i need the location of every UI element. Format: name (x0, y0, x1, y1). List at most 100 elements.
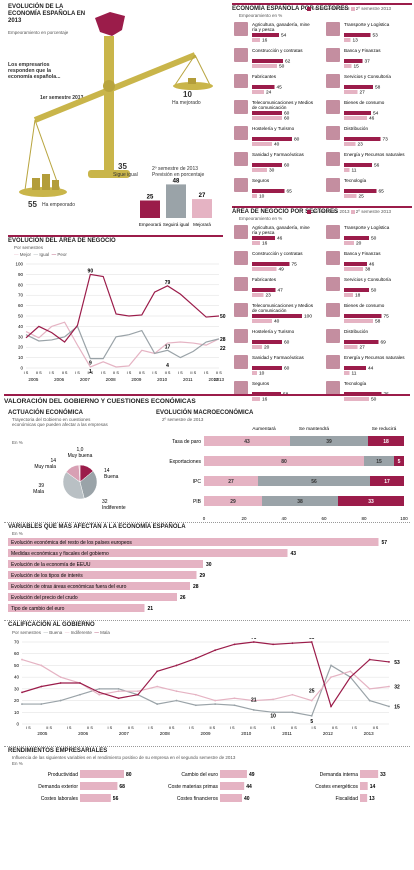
area-rule (8, 235, 223, 237)
sector-bar-1 (252, 33, 279, 37)
sector-icon (326, 381, 340, 395)
sector-bar-1 (252, 262, 290, 266)
macro-tick: 80 (361, 516, 367, 521)
sector-name: Bienes de consumo (344, 303, 385, 308)
gov-line-buena-point (156, 703, 159, 705)
forecast-chart: 25 Empeorará 48 Seguirá igual 27 Mejorará (139, 178, 212, 227)
macro-value: 43 (244, 439, 250, 445)
gov-ytick: 0 (16, 722, 19, 727)
macro-bar (290, 436, 368, 446)
macro-value: 29 (230, 499, 236, 505)
perf-label: Coste materias primas (168, 784, 219, 790)
gov-s: I S (189, 726, 194, 730)
sector-bar-2 (252, 90, 264, 94)
gov-line-mala-point (40, 685, 43, 688)
vars-bar (8, 582, 190, 590)
sector-name-cont: ría y pesca (252, 230, 275, 235)
vars-bar (8, 593, 177, 601)
gov-s: II S (46, 726, 52, 730)
sector-icon (234, 22, 248, 36)
sector-name: Tecnología (344, 381, 367, 386)
macro-value: 18 (383, 439, 389, 445)
area-label: 50 (220, 314, 226, 320)
forecast-label: Mejorará (193, 222, 211, 227)
macro-value: 39 (326, 439, 332, 445)
sector-value-1: 60 (284, 340, 290, 346)
forecast-bar (166, 184, 186, 218)
macro-row-label: Tasa de paro (172, 439, 201, 445)
gov-s: II S (169, 726, 175, 730)
sector-bar-2 (344, 293, 353, 297)
macro-bar (262, 496, 338, 506)
area-ytick: 70 (18, 293, 24, 298)
gov-line-indif-point (175, 690, 178, 693)
sector-bar-2 (344, 194, 357, 198)
area-s1: I S (49, 371, 54, 375)
gov-line-indif-point (272, 698, 275, 701)
area-year: 2005 (28, 377, 39, 382)
sector-name: Hostelería y Turismo (252, 126, 295, 131)
sector-value-1: 60 (284, 163, 290, 169)
gov-line-indif-point (233, 697, 236, 700)
gov-rule (4, 620, 410, 621)
gov-year: 2005 (37, 731, 48, 736)
sector-name: Sanidad y Farmacéuticas (252, 152, 305, 157)
perf-value: 40 (244, 796, 250, 802)
sector-name: Energía y Recursos naturales (344, 355, 405, 360)
perf-label: Demanda exterior (38, 784, 78, 790)
vars-label: Medidas económicas y fiscales del gobier… (11, 551, 109, 557)
sector-bar-1 (344, 366, 366, 370)
sector-icon (234, 381, 248, 395)
area-year: 2008 (106, 377, 117, 382)
area-s2: II S (87, 371, 93, 375)
sector-value-1: 50 (371, 288, 377, 294)
scale-beam (33, 52, 197, 123)
gov-line-indif-point (214, 699, 217, 702)
area-year: 2011 (183, 377, 193, 382)
gov-line-indif-point (349, 670, 352, 673)
sector-name: Fabricantes (252, 74, 277, 79)
macro-row-label: PIB (193, 499, 202, 505)
gov-label: 69 (309, 638, 315, 641)
sector-name: Banca y Finanzas (344, 251, 381, 256)
gov-year: 2013 (364, 731, 375, 736)
area-ytick: 80 (18, 282, 24, 287)
sector-icon (326, 22, 340, 36)
pie-label: Indiferente (102, 505, 126, 511)
sector-name-cont: de comunicación (252, 308, 287, 313)
gov-ytick: 70 (14, 640, 20, 645)
sector-value-2: 16 (262, 38, 268, 44)
gov-line-mala-point (136, 693, 139, 696)
sector-value-1: 54 (373, 111, 379, 117)
vars-value: 57 (382, 540, 388, 546)
left-string-a (24, 119, 36, 191)
gov-line-buena-point (79, 693, 81, 696)
gov-ytick: 30 (14, 686, 20, 691)
business-grid: Agricultura, ganadería, mine ría y pesca 4… (232, 223, 414, 413)
sector-icon (326, 126, 340, 140)
sector-bar-1 (252, 85, 275, 89)
gov-year: 2008 (160, 731, 171, 736)
sector-name: Distribución (344, 329, 368, 334)
macro-value: 56 (311, 479, 317, 485)
macro-head: Aumentará (252, 426, 276, 432)
sector-value-1: 73 (383, 137, 389, 143)
vars-value: 29 (200, 573, 206, 579)
area-year: 2013 (214, 377, 225, 382)
area-ytick: 90 (18, 272, 24, 277)
gov-label: 32 (394, 685, 400, 691)
sector-value-1: 58 (375, 85, 381, 91)
gov-s: II S (250, 726, 256, 730)
macro-tick: 0 (203, 516, 206, 521)
perf-label: Costes energéticos (315, 784, 358, 790)
vars-value: 43 (291, 551, 297, 557)
sector-value-2: 46 (369, 116, 375, 122)
action-unit: En % (12, 440, 23, 445)
sector-bar-1 (344, 236, 369, 240)
sector-icon (234, 152, 248, 166)
sector-value-2: 27 (360, 90, 366, 96)
sector-icon (326, 74, 340, 88)
area-ytick: 40 (18, 324, 24, 329)
area-label: 28 (220, 337, 226, 343)
